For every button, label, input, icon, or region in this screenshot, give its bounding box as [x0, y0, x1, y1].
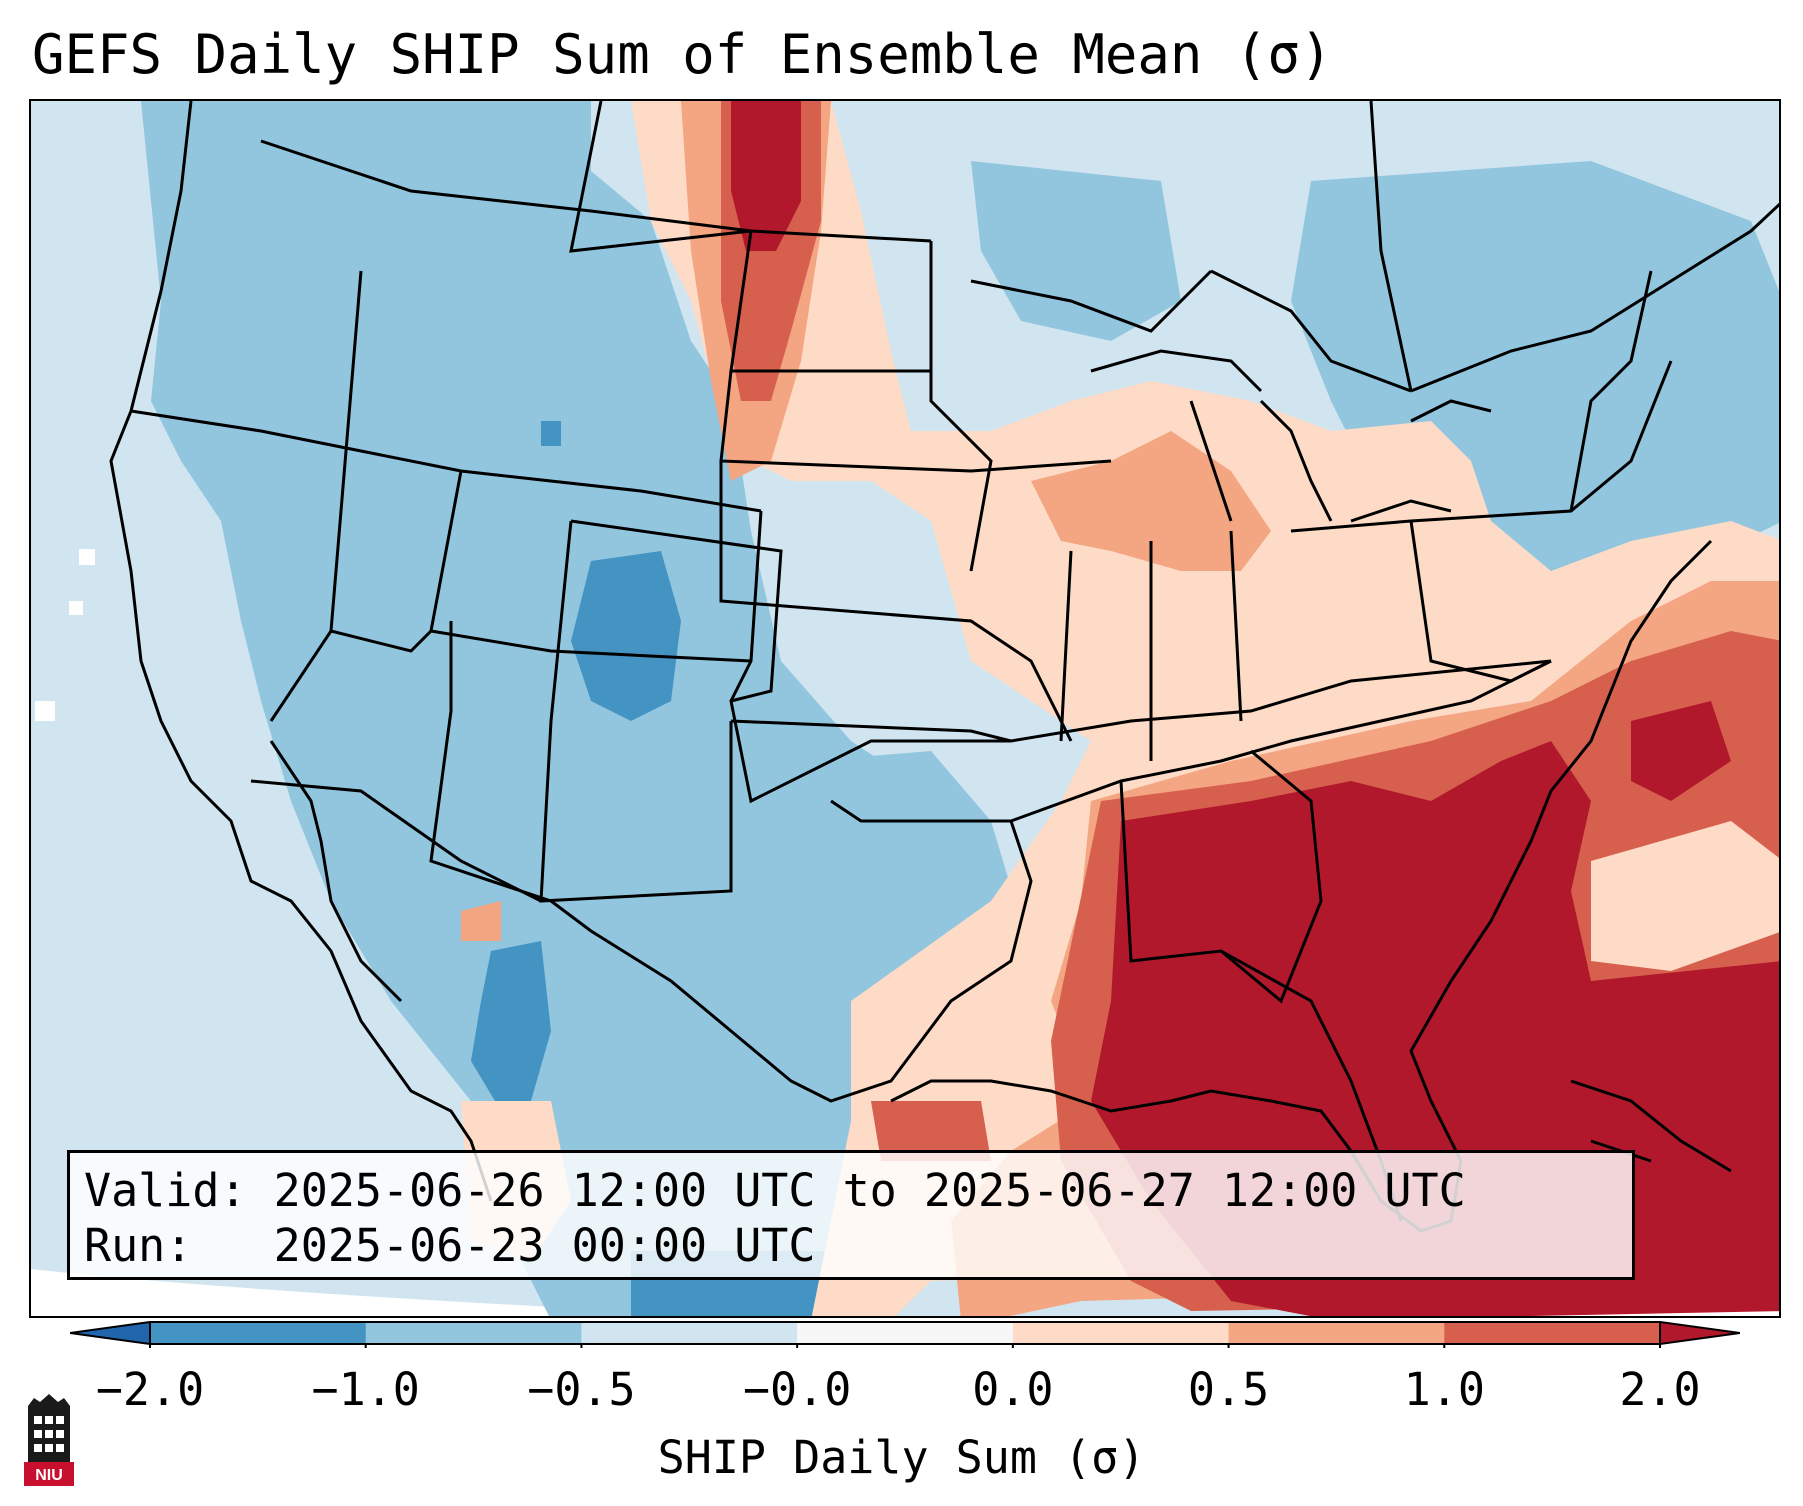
colorbar-tick-label: −1.0: [311, 1363, 420, 1416]
ship-field-map: [31, 101, 1779, 1316]
colorbar: [70, 1320, 1740, 1348]
colorbar-tick-label: −0.0: [742, 1363, 852, 1416]
map-panel: [29, 99, 1781, 1318]
offshore-weak-positive-area: [1591, 821, 1779, 971]
colorbar-outline: [149, 1321, 1661, 1345]
colorbar-bin: [365, 1322, 582, 1344]
colorbar-bins: [150, 1322, 1661, 1344]
colorbar-tick-label: −0.5: [527, 1363, 636, 1416]
run-time-text: Run: 2025-06-23 00:00 UTC: [84, 1219, 816, 1272]
colorbar-over-extend: [1659, 1320, 1740, 1346]
state-boundaries: [130, 101, 1779, 1222]
valid-time-text: Valid: 2025-06-26 12:00 UTC to 2025-06-2…: [84, 1164, 1466, 1217]
colorbar-tick-label: 2.0: [1619, 1363, 1701, 1416]
colorbar-bin: [1012, 1322, 1230, 1344]
colorbar-label: SHIP Daily Sum (σ): [657, 1431, 1146, 1484]
colorbar-tick-label: 1.0: [1403, 1363, 1485, 1416]
colorbar-ticks: [149, 1344, 1661, 1348]
colorbar-bin: [797, 1322, 1014, 1344]
colorbar-tick-label: 0.5: [1187, 1363, 1270, 1416]
niu-castle-logo: NIU: [24, 1394, 74, 1486]
colorbar-bin: [1444, 1322, 1661, 1344]
colorbar-tick-label: −2.0: [95, 1363, 205, 1416]
valid-run-info-box: Valid: 2025-06-26 12:00 UTC to 2025-06-2…: [67, 1150, 1635, 1280]
map-title: GEFS Daily SHIP Sum of Ensemble Mean (σ): [32, 23, 1333, 86]
strong-negative-anomaly-areas: [471, 421, 870, 1316]
colorbar-under-extend: [70, 1320, 151, 1346]
colorbar-bin: [581, 1322, 798, 1344]
colorbar-bin: [150, 1322, 367, 1344]
logo-text: NIU: [35, 1467, 63, 1484]
colorbar-bin: [1228, 1322, 1445, 1344]
colorbar-tick-label: 0.0: [972, 1363, 1054, 1416]
missing-data-specks: [35, 549, 95, 721]
